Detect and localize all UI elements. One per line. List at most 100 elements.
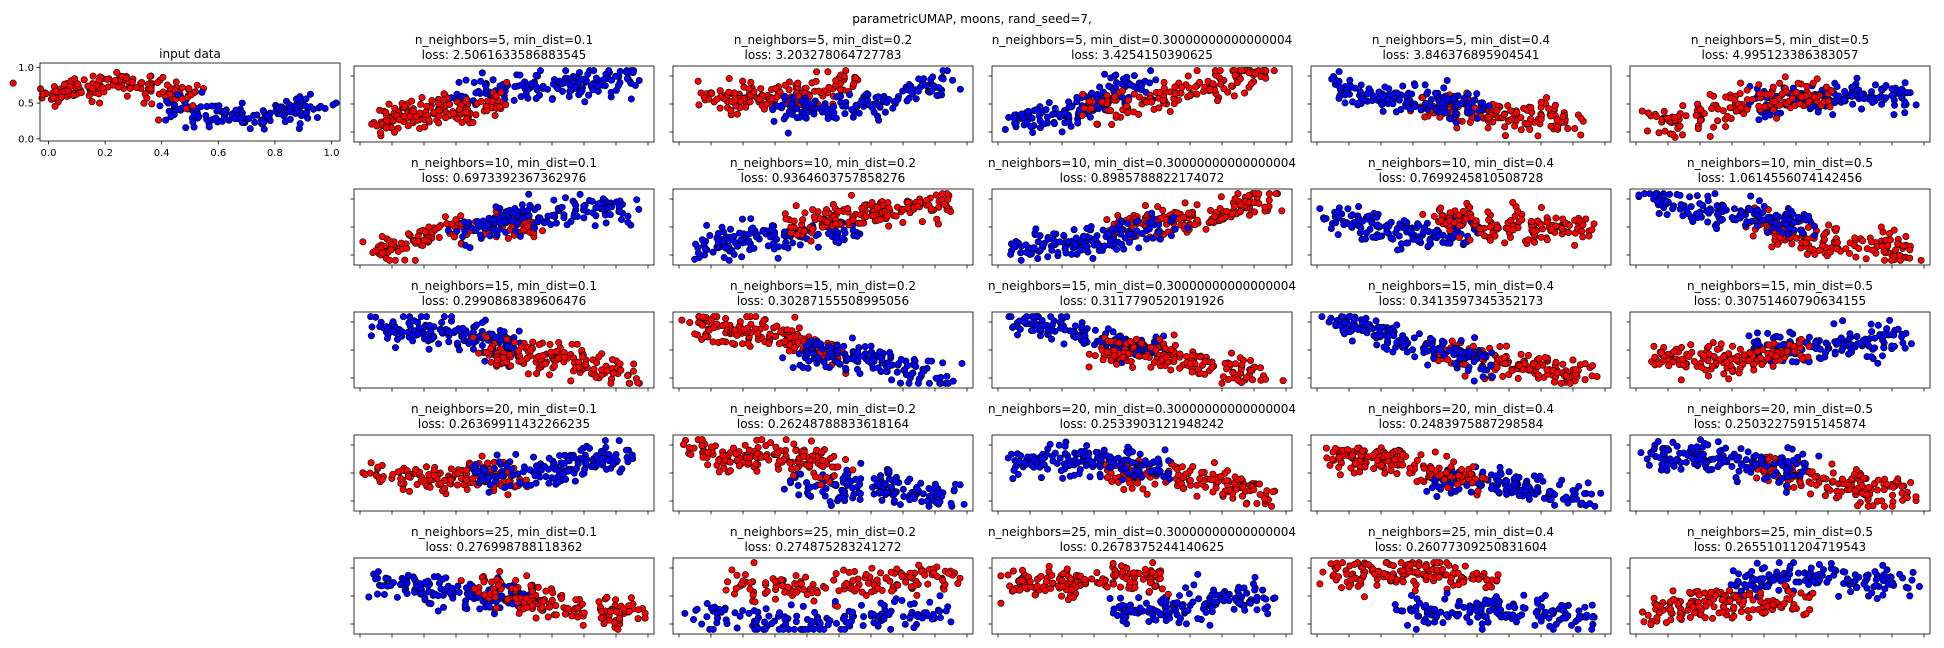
- data-point-blue: [1811, 231, 1819, 239]
- data-point-red: [1809, 79, 1817, 87]
- data-point-blue: [1663, 211, 1671, 219]
- data-point-red: [1515, 361, 1523, 369]
- data-point-red: [140, 99, 148, 107]
- data-point-red: [122, 74, 130, 82]
- data-point-blue: [1890, 111, 1898, 119]
- data-point-red: [472, 111, 480, 119]
- data-point-red: [1526, 125, 1534, 133]
- data-point-blue: [883, 98, 891, 106]
- data-point-red: [1590, 220, 1598, 228]
- data-point-red: [940, 200, 948, 208]
- data-point-red: [1196, 78, 1204, 86]
- panel-title: n_neighbors=15, min_dist=0.4: [1368, 279, 1554, 293]
- data-point-blue: [616, 67, 624, 75]
- data-point-red: [1554, 123, 1562, 131]
- data-point-blue: [1811, 222, 1819, 230]
- data-point-blue: [623, 75, 631, 83]
- data-point-red: [869, 212, 877, 220]
- data-point-red: [603, 367, 611, 375]
- data-point-blue: [949, 76, 957, 84]
- data-point-red: [1588, 226, 1596, 234]
- data-point-red: [1115, 339, 1123, 347]
- data-point-blue: [389, 327, 397, 335]
- embedding-points: [1318, 313, 1601, 387]
- data-point-red: [812, 77, 820, 85]
- data-point-blue: [1184, 224, 1192, 232]
- data-point-red: [1705, 372, 1713, 380]
- data-point-blue: [511, 83, 519, 91]
- data-point-red: [178, 84, 186, 92]
- data-point-red: [1722, 123, 1730, 131]
- data-point-blue: [167, 113, 175, 121]
- data-point-red: [1655, 129, 1663, 137]
- data-point-blue: [1048, 246, 1056, 254]
- data-point-blue: [1129, 82, 1137, 90]
- figure-suptitle: parametricUMAP, moons, rand_seed=7,: [852, 12, 1092, 26]
- data-point-blue: [1661, 197, 1669, 205]
- data-point-red: [1419, 210, 1427, 218]
- data-point-blue: [508, 217, 516, 225]
- data-point-red: [847, 191, 855, 199]
- data-point-red: [1794, 79, 1802, 87]
- data-point-red: [529, 338, 537, 346]
- data-point-red: [1788, 240, 1796, 248]
- data-point-blue: [1677, 201, 1685, 209]
- data-point-red: [1107, 337, 1115, 345]
- data-point-red: [1230, 92, 1238, 100]
- data-point-blue: [473, 321, 481, 329]
- data-point-red: [1138, 339, 1146, 347]
- data-point-blue: [635, 77, 643, 85]
- data-point-blue: [1060, 340, 1068, 348]
- data-point-blue: [1880, 343, 1888, 351]
- data-point-blue: [738, 215, 746, 223]
- data-point-blue: [1171, 225, 1179, 233]
- data-point-blue: [1400, 217, 1408, 225]
- data-point-red: [555, 354, 563, 362]
- data-point-blue: [1007, 250, 1015, 258]
- data-point-red: [95, 77, 103, 85]
- data-point-red: [809, 206, 817, 214]
- data-point-red: [813, 68, 821, 76]
- data-point-blue: [1036, 332, 1044, 340]
- data-point-blue: [853, 232, 861, 240]
- data-point-red: [742, 103, 750, 111]
- panel-title: n_neighbors=15, min_dist=0.3000000000000…: [988, 279, 1296, 293]
- data-point-red: [1150, 359, 1158, 367]
- data-point-red: [1262, 74, 1270, 82]
- data-point-red: [1162, 353, 1170, 361]
- data-point-blue: [1886, 316, 1894, 324]
- data-point-red: [527, 347, 535, 355]
- data-point-red: [678, 316, 686, 324]
- data-point-blue: [208, 102, 216, 110]
- panel-title: n_neighbors=5, min_dist=0.4: [1372, 33, 1550, 47]
- data-point-red: [1868, 238, 1876, 246]
- data-point-blue: [213, 106, 221, 114]
- data-point-blue: [1356, 88, 1364, 96]
- data-point-blue: [1470, 357, 1478, 365]
- data-point-blue: [738, 253, 746, 261]
- data-point-blue: [1888, 92, 1896, 100]
- data-point-red: [1152, 346, 1160, 354]
- data-point-blue: [580, 202, 588, 210]
- data-point-blue: [1033, 322, 1041, 330]
- data-point-blue: [832, 114, 840, 122]
- data-point-red: [874, 203, 882, 211]
- data-point-red: [1896, 251, 1904, 259]
- data-point-red: [387, 246, 395, 254]
- data-point-blue: [1853, 74, 1861, 82]
- data-point-red: [1155, 104, 1163, 112]
- data-point-blue: [1091, 326, 1099, 334]
- data-point-blue: [618, 216, 626, 224]
- data-point-blue: [1730, 205, 1738, 213]
- data-point-red: [1553, 116, 1561, 124]
- data-point-blue: [1348, 337, 1356, 345]
- data-point-blue: [701, 245, 709, 253]
- data-point-red: [1455, 211, 1463, 219]
- data-point-red: [1238, 378, 1246, 386]
- data-point-blue: [1875, 94, 1883, 102]
- data-point-red: [832, 77, 840, 85]
- data-point-blue: [1118, 240, 1126, 248]
- data-point-red: [441, 213, 449, 221]
- data-point-red: [1238, 67, 1246, 75]
